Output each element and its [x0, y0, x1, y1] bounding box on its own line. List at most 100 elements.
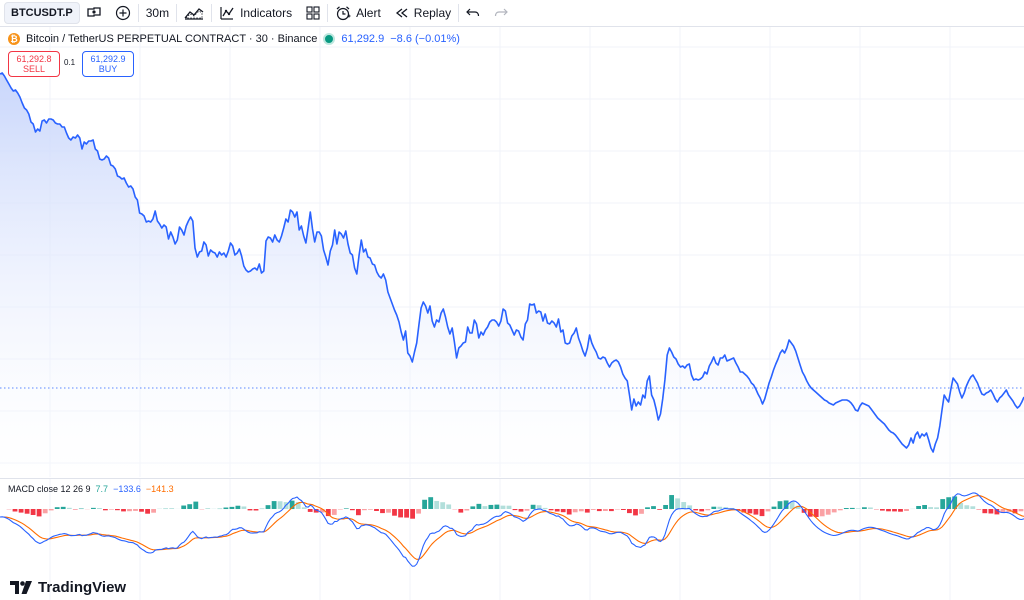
macd-histogram-bar [645, 507, 650, 509]
market-open-status-icon [323, 33, 335, 45]
macd-histogram-bar [820, 509, 825, 516]
grid-icon [306, 6, 320, 20]
favorite-symbol-button[interactable] [80, 0, 108, 26]
macd-histogram-bar [693, 509, 698, 510]
macd-title[interactable]: MACD close 12 26 9 [8, 484, 91, 494]
indicators-button[interactable]: Indicators [212, 0, 299, 26]
interval-button[interactable]: 30m [139, 0, 176, 26]
indicators-label: Indicators [240, 6, 292, 20]
sell-label: SELL [23, 64, 45, 74]
spread-value: 0.1 [64, 58, 75, 67]
macd-pane[interactable]: MACD close 12 26 9 7.7 −133.6 −141.3 [0, 478, 1024, 600]
macd-histogram-bar [139, 509, 144, 512]
macd-histogram-bar [681, 502, 686, 509]
sell-button[interactable]: 61,292.8 SELL [8, 51, 60, 77]
macd-histogram-bar [982, 509, 987, 513]
macd-histogram-bar [970, 506, 975, 509]
undo-button[interactable] [459, 0, 487, 26]
price-change-value: −8.6 (−0.01%) [390, 33, 460, 45]
macd-histogram-bar [621, 509, 626, 510]
price-chart-canvas[interactable] [0, 27, 1024, 477]
tradingview-logo[interactable]: TradingView [10, 579, 126, 596]
macd-histogram-bar [31, 509, 36, 515]
macd-histogram-bar [856, 508, 861, 509]
chart-type-button[interactable] [177, 0, 211, 26]
macd-histogram-bar [585, 509, 590, 513]
tradingview-logo-icon [10, 581, 32, 594]
macd-histogram-bar [356, 509, 361, 515]
macd-histogram-bar [374, 509, 379, 511]
macd-histogram-bar [266, 505, 271, 509]
macd-histogram-bar [464, 509, 469, 511]
last-price-value: 61,292.9 [341, 33, 384, 45]
price-chart-pane[interactable]: ₿ Bitcoin / TetherUS PERPETUAL CONTRACT … [0, 27, 1024, 477]
macd-legend: MACD close 12 26 9 7.7 −133.6 −141.3 [8, 484, 174, 494]
alert-label: Alert [356, 6, 381, 20]
flag-icon [87, 7, 101, 19]
symbol-title[interactable]: Bitcoin / TetherUS PERPETUAL CONTRACT · … [26, 33, 317, 45]
macd-histogram-bar [458, 509, 463, 513]
macd-histogram-value: 7.7 [96, 484, 109, 494]
macd-histogram-bar [398, 509, 403, 517]
alert-button[interactable]: Alert [328, 0, 388, 26]
bitcoin-icon: ₿ [8, 33, 20, 45]
macd-histogram-bar [639, 509, 644, 514]
buy-button[interactable]: 61,292.9 BUY [82, 51, 134, 77]
sell-price: 61,292.8 [16, 54, 51, 64]
macd-histogram-bar [826, 509, 831, 515]
macd-histogram-bar [230, 507, 235, 509]
macd-histogram-bar [440, 502, 445, 509]
macd-histogram-bar [25, 509, 30, 514]
macd-histogram-bar [242, 506, 247, 509]
macd-histogram-bar [61, 507, 66, 509]
replay-label: Replay [414, 6, 451, 20]
macd-histogram-bar [254, 509, 259, 511]
macd-histogram-bar [489, 505, 494, 509]
macd-histogram-bar [519, 509, 524, 512]
macd-histogram-bar [531, 505, 536, 509]
macd-histogram-bar [13, 509, 18, 512]
macd-histogram-bar [597, 509, 602, 511]
macd-histogram-bar [248, 509, 253, 510]
macd-histogram-bar [338, 509, 343, 510]
compare-symbol-button[interactable] [108, 0, 138, 26]
macd-histogram-bar [43, 509, 48, 513]
macd-histogram-bar [922, 505, 927, 509]
macd-histogram-bar [145, 509, 150, 514]
macd-histogram-bar [651, 506, 656, 509]
interval-label: 30m [146, 6, 169, 20]
macd-histogram-bar [850, 508, 855, 509]
macd-histogram-bar [97, 508, 102, 509]
macd-histogram-bar [675, 498, 680, 509]
macd-histogram-bar [705, 509, 710, 510]
macd-histogram-bar [404, 509, 409, 518]
buy-price: 61,292.9 [90, 54, 125, 64]
macd-histogram-bar [754, 509, 759, 515]
undo-icon [466, 7, 480, 19]
macd-histogram-bar [278, 501, 283, 509]
macd-histogram-bar [591, 509, 596, 510]
redo-button[interactable] [487, 0, 515, 26]
macd-histogram-bar [19, 509, 24, 513]
macd-histogram-bar [525, 509, 530, 511]
macd-histogram-bar [609, 509, 614, 511]
templates-button[interactable] [299, 0, 327, 26]
macd-canvas[interactable] [0, 479, 1024, 600]
symbol-label: BTCUSDT.P [11, 7, 73, 19]
macd-histogram-bar [699, 509, 704, 511]
macd-histogram-bar [350, 509, 355, 510]
macd-histogram-bar [844, 508, 849, 509]
replay-button[interactable]: Replay [388, 0, 458, 26]
macd-histogram-bar [627, 509, 632, 513]
macd-histogram-bar [483, 506, 488, 509]
macd-histogram-bar [507, 506, 512, 509]
macd-histogram-bar [501, 506, 506, 509]
macd-histogram-bar [766, 509, 771, 511]
symbol-search-button[interactable]: BTCUSDT.P [4, 2, 80, 24]
macd-histogram-bar [717, 507, 722, 509]
macd-histogram-bar [832, 509, 837, 512]
brand-name: TradingView [38, 579, 126, 596]
macd-histogram-bar [236, 506, 241, 509]
macd-histogram-bar [187, 504, 192, 509]
macd-histogram-bar [151, 509, 156, 513]
